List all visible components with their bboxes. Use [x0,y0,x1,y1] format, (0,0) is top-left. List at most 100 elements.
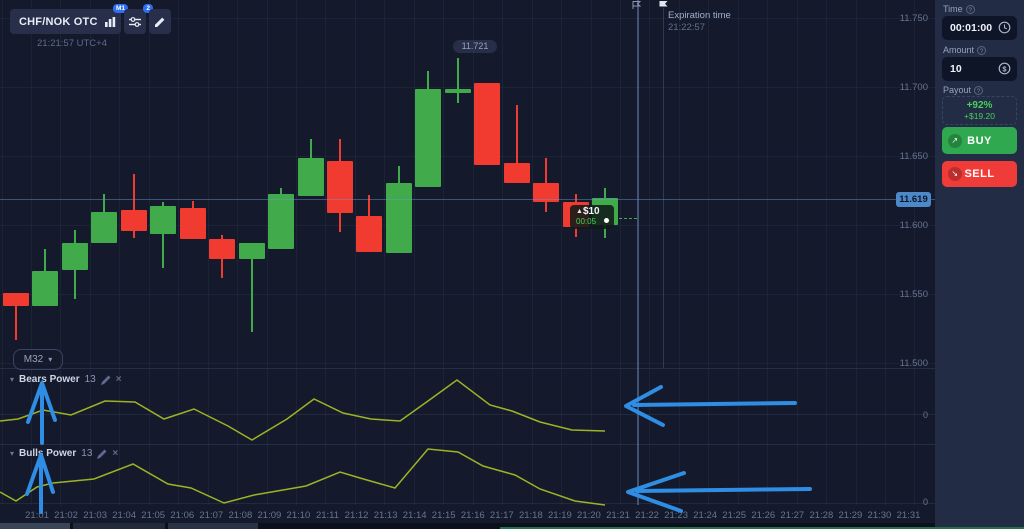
bulls-power-panel: ▾ Bulls Power 13 × 0 [0,444,935,507]
time-axis-label: 21:25 [722,510,747,521]
bulls-zero-line [0,503,935,504]
scrollbar-segment[interactable] [73,523,165,529]
arrow-up-right-icon: ↗ [948,133,962,148]
indicator-period: 13 [84,374,96,385]
server-clock: 21:21:57 UTC+4 [37,38,107,49]
gridline-vertical [738,0,739,505]
gridline-horizontal [0,18,935,19]
candle-21:07 [179,207,206,239]
trade-entry-dot [604,218,609,223]
gridline-vertical [325,0,326,505]
price-axis-label: 11.550 [899,289,928,300]
symbol-label: CHF/NOK OTC [19,15,98,28]
expiry-time-input[interactable]: 00:01:00 [942,16,1017,40]
candle-21:14 [385,182,412,253]
time-axis-label: 21:10 [286,510,311,521]
bulls-zero-label: 0 [922,497,928,507]
time-axis-label: 21:15 [431,510,456,521]
gridline-horizontal [0,294,935,295]
sell-button[interactable]: ↘ SELL [942,161,1017,187]
symbol-selector-button[interactable]: CHF/NOK OTC ▾ [10,9,116,34]
gridline-horizontal [0,363,935,364]
amount-input[interactable]: 10 $ [942,57,1017,81]
gridline-vertical [591,0,592,505]
time-axis-label: 21:24 [693,510,718,521]
gridline-vertical [60,0,61,505]
drawing-tools-button[interactable] [149,9,171,34]
time-axis-label: 21:02 [54,510,78,521]
candle-21:15 [415,88,442,187]
gridline-vertical [414,0,415,505]
candle-21:16 [444,88,471,93]
candle-21:01 [3,293,29,306]
time-axis-label: 21:03 [83,510,107,521]
bears-power-header: ▾ Bears Power 13 × [10,374,122,385]
candle-21:02 [32,271,59,306]
expiration-time-value: 21:22:57 [668,22,705,33]
gridline-vertical [208,0,209,505]
timeframe-dropdown[interactable]: M32 ▾ [13,349,63,370]
bears-power-panel: ▾ Bears Power 13 × 0 [0,368,935,445]
clock-icon[interactable] [998,21,1011,34]
gridline-vertical [649,0,650,505]
current-price-line [0,199,935,200]
collapse-caret-icon[interactable]: ▾ [10,449,15,458]
time-axis-label: 21:05 [141,510,166,521]
expiration-flag-icon [659,1,668,9]
gridline-vertical [267,0,268,505]
candle-21:17 [474,83,501,165]
chart-area: ▲$10 00:05 Expiration time 21:22:57 11.7… [0,0,935,529]
candle-21:12 [326,160,353,213]
time-axis-label: 21:04 [112,510,137,521]
payout-box: +92% +$19.20 [942,96,1017,125]
candle-21:06 [150,206,177,234]
time-axis-label: 21:21 [606,510,630,521]
gridline-vertical [119,0,120,505]
help-icon[interactable]: ? [965,4,975,14]
candle-wick-21:01 [15,293,17,340]
bears-zero-line [0,414,935,415]
high-price-marker: 11.721 [453,40,497,53]
gridline-vertical [620,0,621,505]
time-axis-label: 21:18 [518,510,543,521]
edit-pencil-icon[interactable] [97,449,107,459]
bulls-power-header: ▾ Bulls Power 13 × [10,448,118,459]
time-axis-label: 21:13 [373,510,398,521]
gridline-vertical [914,0,915,505]
candle-wick-21:09 [250,243,253,332]
current-price-badge: 11.619 [896,192,931,207]
indicator-name: Bears Power [19,374,80,385]
chart-scrollbar[interactable] [0,523,935,529]
edit-pencil-icon[interactable] [100,375,111,385]
expiration-label: Expiration time [668,10,731,21]
scrollbar-segment[interactable] [168,523,258,529]
buy-button[interactable]: ↗ BUY [942,127,1017,154]
help-icon[interactable]: ? [977,45,987,55]
help-icon[interactable]: ? [974,85,984,95]
time-axis-label: 21:08 [228,510,253,521]
time-axis-label: 21:26 [751,510,776,521]
trade-countdown: 00:05 [576,217,597,226]
indicators-button[interactable]: 2 [124,4,153,34]
chart-type-button[interactable]: M1 [99,4,128,34]
bottom-accent-strip [500,527,1024,529]
time-axis-label: 21:29 [838,510,863,521]
gridline-vertical [31,0,32,505]
bears-power-line [0,379,606,441]
time-axis-label: 21:11 [315,510,340,521]
time-axis-label: 21:23 [664,510,688,521]
collapse-caret-icon[interactable]: ▾ [10,375,15,384]
close-icon[interactable]: × [115,373,122,385]
time-axis-label: 21:27 [780,510,805,521]
gridline-vertical [2,0,3,505]
time-field-label: Time? [943,4,975,14]
candle-21:18 [503,163,530,183]
candle-21:13 [356,215,383,252]
scrollbar-handle[interactable] [0,523,70,529]
candle-wick-21:06 [162,202,165,268]
dollar-icon[interactable]: $ [998,62,1011,75]
indicators-count-badge: 2 [143,4,153,13]
gridline-horizontal [0,156,935,157]
candle-wick-21:16 [456,58,459,103]
close-icon[interactable]: × [112,447,119,459]
